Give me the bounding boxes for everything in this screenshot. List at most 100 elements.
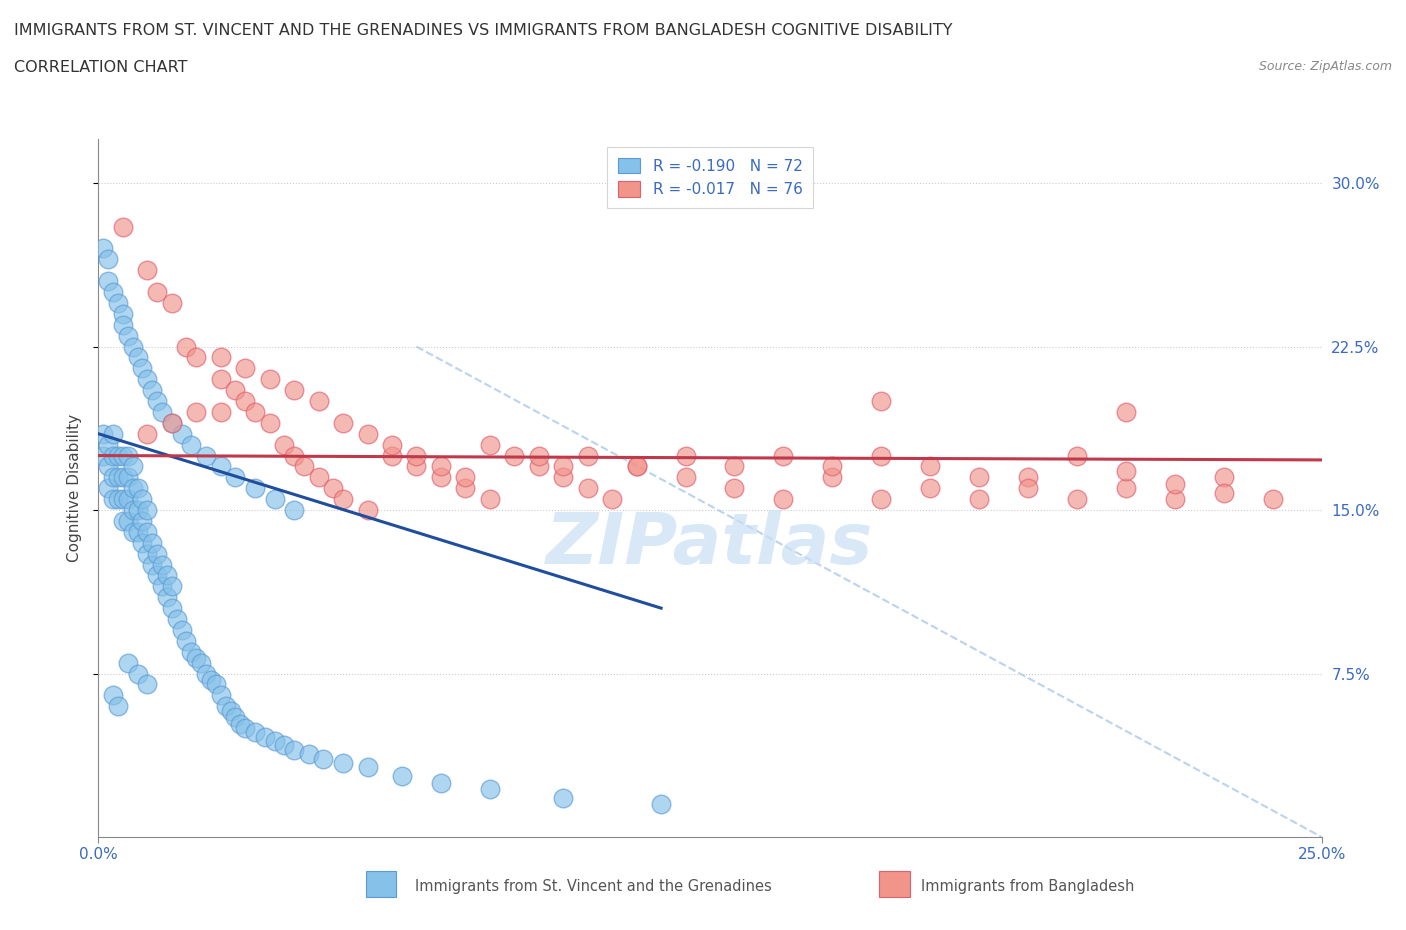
Point (117, 492, 139, 507)
Point (121, 339, 143, 354)
Point (273, 738, 295, 753)
Point (405, 448, 427, 463)
Point (117, 513, 139, 528)
Point (967, 470, 990, 485)
Point (136, 372, 159, 387)
Point (131, 492, 153, 507)
Point (1164, 492, 1187, 507)
Point (160, 416, 183, 431)
Point (1115, 463, 1137, 478)
Point (478, 437, 501, 452)
Point (675, 448, 697, 463)
Point (576, 481, 599, 496)
Point (101, 426, 124, 441)
Point (209, 350, 232, 365)
Point (176, 633, 198, 648)
Point (1017, 470, 1039, 485)
Point (430, 459, 453, 474)
Point (107, 698, 129, 713)
Point (259, 372, 281, 387)
Point (97, 459, 120, 474)
Point (576, 448, 599, 463)
Point (283, 742, 305, 757)
Point (121, 459, 143, 474)
Point (405, 459, 427, 474)
Point (967, 492, 990, 507)
Point (127, 350, 149, 365)
Point (356, 426, 378, 441)
Point (870, 492, 893, 507)
Point (1164, 476, 1187, 491)
Point (101, 470, 124, 485)
Point (1261, 492, 1284, 507)
Point (870, 393, 893, 408)
Point (253, 729, 276, 744)
Text: Source: ZipAtlas.com: Source: ZipAtlas.com (1258, 60, 1392, 73)
Point (170, 622, 193, 637)
Point (322, 481, 344, 496)
Point (626, 459, 648, 474)
Point (1066, 492, 1088, 507)
Point (180, 644, 202, 659)
Point (186, 405, 208, 419)
Point (308, 470, 330, 485)
Point (111, 492, 134, 507)
Point (111, 219, 134, 234)
Point (127, 525, 149, 539)
Point (156, 568, 179, 583)
Point (772, 492, 794, 507)
Point (160, 578, 183, 593)
Point (107, 492, 129, 507)
Point (136, 426, 159, 441)
Point (224, 470, 246, 485)
Point (127, 502, 149, 517)
Point (1115, 405, 1137, 419)
Point (219, 703, 242, 718)
Point (233, 361, 256, 376)
Point (430, 470, 453, 485)
Point (298, 747, 321, 762)
Point (170, 426, 193, 441)
Point (1017, 481, 1039, 496)
Y-axis label: Cognitive Disability: Cognitive Disability (67, 414, 83, 563)
Point (127, 481, 149, 496)
Point (107, 448, 129, 463)
Point (131, 361, 153, 376)
Point (150, 405, 173, 419)
Point (111, 317, 134, 332)
Point (723, 459, 745, 474)
Point (160, 601, 183, 616)
Point (131, 513, 153, 528)
Point (263, 492, 285, 507)
Point (1066, 448, 1088, 463)
Point (200, 672, 222, 687)
Point (117, 448, 139, 463)
Point (156, 590, 179, 604)
Point (111, 513, 134, 528)
Bar (879, 871, 910, 897)
Point (454, 470, 477, 485)
Point (626, 459, 648, 474)
Text: ZIPatlas: ZIPatlas (547, 510, 873, 578)
Point (101, 448, 124, 463)
Point (553, 459, 575, 474)
Point (111, 307, 134, 322)
Point (263, 734, 285, 749)
Point (772, 448, 794, 463)
Point (136, 525, 159, 539)
Point (553, 790, 575, 805)
Point (723, 481, 745, 496)
Point (332, 492, 354, 507)
Point (97, 437, 120, 452)
Point (920, 459, 942, 474)
Point (292, 459, 315, 474)
Point (195, 448, 218, 463)
Point (312, 751, 335, 766)
Point (180, 437, 202, 452)
Point (332, 416, 354, 431)
Point (821, 470, 844, 485)
Point (117, 328, 139, 343)
Point (527, 448, 550, 463)
Point (107, 296, 129, 311)
Text: IMMIGRANTS FROM ST. VINCENT AND THE GRENADINES VS IMMIGRANTS FROM BANGLADESH COG: IMMIGRANTS FROM ST. VINCENT AND THE GREN… (14, 23, 952, 38)
